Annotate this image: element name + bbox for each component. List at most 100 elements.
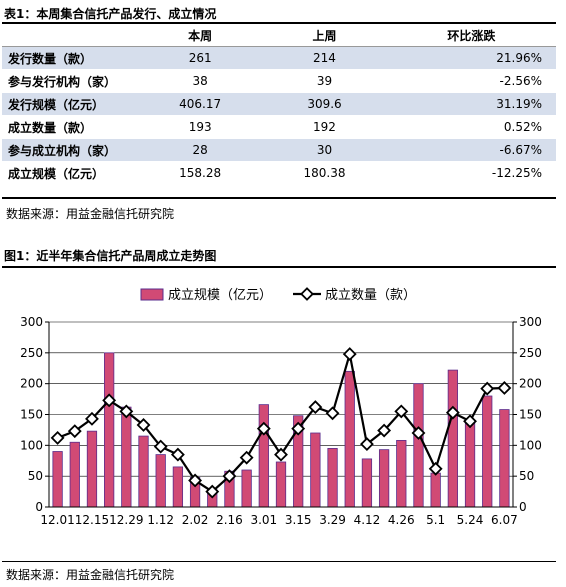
this-week-value: 406.17 [138,92,263,116]
bar [378,449,390,508]
row-label: 参与成立机构（家） [2,138,138,162]
figure-bottom-rule [2,561,556,562]
count-marker [463,414,477,429]
count-marker [170,447,185,462]
count-marker [377,423,392,438]
x-tick-label: 12.15 [75,513,109,527]
bar [69,441,80,508]
bar [464,420,476,508]
change-value: -6.67% [386,138,556,162]
last-week-value: 214 [262,46,387,70]
bar [52,451,63,508]
y-tick-label-right: 300 [519,315,542,329]
y-tick-label-left: 150 [20,408,43,422]
x-tick-label: 2.02 [182,513,209,527]
header-cell-this-week: 本周 [138,24,263,47]
weekly-trend-chart: 成立规模（亿元） 成立数量（款） 0 0 50 50 100 100 150 150 200 20… [20,287,542,527]
this-week-value: 193 [138,115,263,139]
table-row: 发行数量（款） 261 214 21.96% [2,46,556,70]
table-bottom-rule [2,197,556,199]
count-marker [136,418,151,432]
count-marker [119,404,134,419]
y-tick-label-right: 100 [519,438,542,452]
x-tick-label: 3.15 [285,513,312,527]
count-marker [497,381,512,395]
table-source-note: 数据来源：用益金融信托研究院 [6,207,175,221]
bar [258,404,269,508]
count-marker [480,381,495,396]
bar [327,448,338,508]
bar [155,454,166,508]
bar [310,432,321,508]
this-week-value: 261 [138,46,263,70]
bar [447,369,458,508]
bar [499,409,510,508]
count-marker [239,450,254,465]
header-cell-change: 环比涨跌 [386,24,556,47]
x-tick-label: 3.29 [319,513,346,527]
legend-bar-label: 成立规模（亿元） [168,288,272,303]
x-tick-label: 12.29 [109,513,143,527]
plot-area: 0 0 50 50 100 100 150 150 200 200 250 250 300 300 12.0… [20,315,542,527]
y-tick-label-right: 250 [519,346,542,360]
row-label: 参与发行机构（家） [2,69,138,93]
x-tick-label: 5.1 [426,513,445,527]
count-marker [274,447,288,462]
change-value: 0.52% [386,115,556,139]
table-row: 成立数量（款） 193 192 0.52% [2,115,556,139]
this-week-value: 28 [138,138,263,162]
row-label: 发行规模（亿元） [2,92,138,116]
count-marker [325,406,340,421]
change-value: 21.96% [386,46,556,70]
bar [396,439,407,508]
last-week-value: 192 [262,115,387,139]
x-tick-label: 3.01 [250,513,277,527]
count-marker [291,421,306,436]
bar [172,466,184,508]
count-marker [308,400,323,415]
last-week-value: 180.38 [262,161,387,185]
y-tick-label-right: 50 [519,469,534,483]
count-marker [394,404,409,419]
count-marker [205,484,220,499]
count-marker [67,424,82,439]
chart-legend: 成立规模（亿元） 成立数量（款） [140,287,416,303]
table-caption: 表1：本周集合信托产品发行、成立情况 [4,7,217,21]
y-tick-label-left: 0 [35,500,43,514]
table-row: 发行规模（亿元） 406.17 309.6 31.19% [2,92,556,116]
y-tick-label-left: 300 [20,315,43,329]
count-marker [222,469,237,484]
table-row: 成立规模（亿元） 158.28 180.38 -12.25% [2,161,556,185]
last-week-value: 30 [262,138,387,162]
count-marker [256,421,271,436]
bar [86,430,98,508]
y-tick-label-left: 250 [20,346,43,360]
this-week-value: 158.28 [138,161,263,185]
table-row: 参与发行机构（家） 38 39 -2.56% [2,69,556,93]
bar [344,370,355,508]
header-cell-last-week: 上周 [262,24,387,47]
x-tick-label: 4.26 [388,513,415,527]
change-value: 31.19% [386,92,556,116]
count-marker [188,473,203,488]
table-header-row: 本周 上周 环比涨跌 [2,24,556,47]
change-value: -12.25% [386,161,556,185]
count-marker [102,393,117,408]
summary-table: 本周 上周 环比涨跌 发行数量（款） 261 214 21.96% 参与发行机构… [2,24,556,185]
x-tick-label: 12.01 [40,513,74,527]
bar [430,472,441,508]
legend-line-marker [300,287,314,301]
bar [121,406,132,508]
change-value: -2.56% [386,69,556,93]
row-label: 成立规模（亿元） [2,161,138,185]
y-tick-label-left: 200 [20,377,43,391]
legend-bar-swatch [140,288,164,301]
count-marker [359,437,374,452]
x-tick-label: 6.07 [491,513,518,527]
y-tick-label-left: 100 [20,438,43,452]
last-week-value: 309.6 [262,92,387,116]
count-marker [411,426,426,440]
bar [275,461,287,508]
count-marker [342,347,357,361]
figure-top-rule [2,266,556,268]
